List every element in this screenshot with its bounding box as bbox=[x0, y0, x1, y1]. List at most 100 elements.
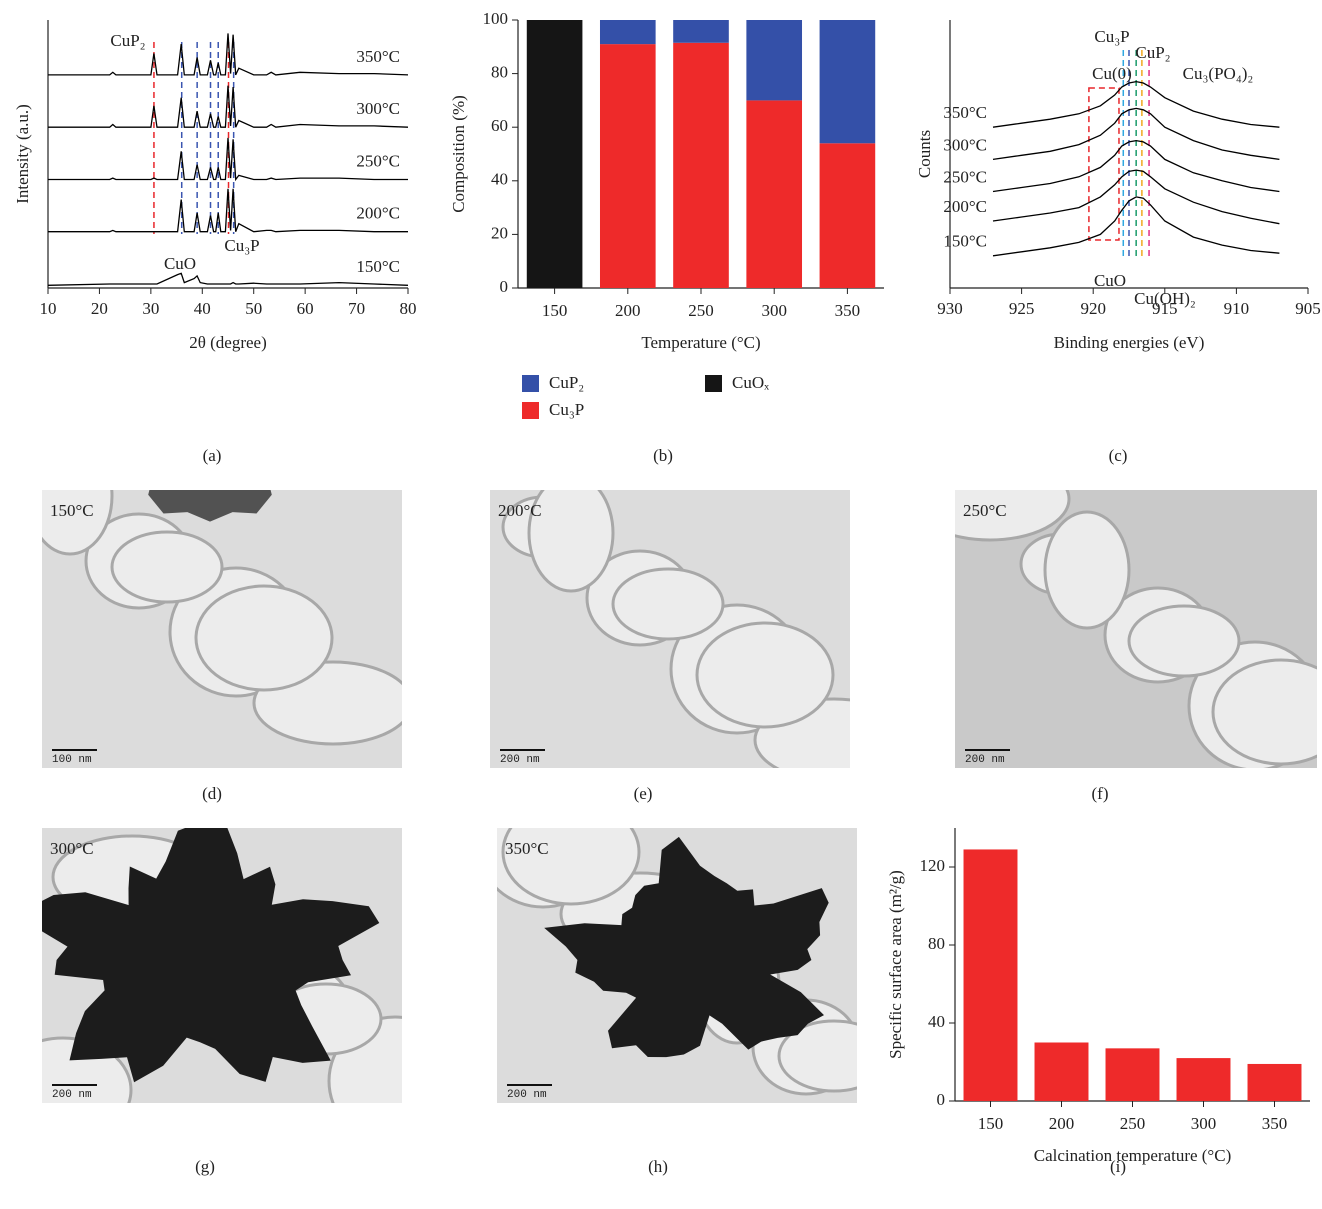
annotation: Cu(0) bbox=[1092, 64, 1132, 83]
annotation: CuO bbox=[164, 254, 196, 273]
film-hole bbox=[529, 475, 613, 591]
panel-label: (e) bbox=[634, 784, 653, 803]
y-tick-label: 80 bbox=[928, 934, 945, 953]
annotation: CuP₂ bbox=[1135, 43, 1170, 62]
panel-label: (b) bbox=[653, 446, 673, 465]
x-tick-label: 300 bbox=[1191, 1114, 1217, 1133]
series-label: 250°C bbox=[356, 151, 400, 170]
legend-label: Cu₃P bbox=[549, 400, 584, 419]
image-label: 300°C bbox=[50, 839, 94, 858]
bar-segment bbox=[527, 20, 583, 288]
series-label: 150°C bbox=[356, 257, 400, 276]
legend-swatch bbox=[705, 375, 722, 392]
x-tick-label: 250 bbox=[688, 301, 714, 320]
x-axis-label: Binding energies (eV) bbox=[1054, 333, 1205, 352]
bar-segment bbox=[820, 143, 876, 288]
image-label: 150°C bbox=[50, 501, 94, 520]
annotation: Cu₃P bbox=[224, 236, 259, 255]
x-tick-label: 10 bbox=[40, 299, 57, 318]
series-label: 200°C bbox=[356, 204, 400, 223]
y-tick-label: 0 bbox=[500, 277, 509, 296]
film-hole bbox=[613, 569, 723, 639]
x-tick-label: 40 bbox=[194, 299, 211, 318]
particle bbox=[6, 238, 413, 521]
panel-label: (d) bbox=[202, 784, 222, 803]
y-axis-label: Intensity (a.u.) bbox=[13, 104, 32, 204]
x-axis-label: 2θ (degree) bbox=[189, 333, 267, 352]
series-label: 300°C bbox=[943, 135, 987, 154]
film-hole bbox=[196, 586, 332, 690]
x-tick-label: 920 bbox=[1080, 299, 1106, 318]
y-tick-label: 0 bbox=[937, 1090, 946, 1109]
bar-segment bbox=[600, 44, 656, 288]
x-tick-label: 930 bbox=[937, 299, 963, 318]
panel-label: (h) bbox=[648, 1157, 668, 1176]
y-tick-label: 40 bbox=[491, 170, 508, 189]
series-label: 200°C bbox=[943, 197, 987, 216]
panel-label: (i) bbox=[1110, 1157, 1126, 1176]
bar-segment bbox=[746, 100, 802, 288]
scale-label: 200 nm bbox=[507, 1089, 547, 1101]
annotation: Cu(OH)₂ bbox=[1134, 289, 1196, 308]
y-tick-label: 40 bbox=[928, 1012, 945, 1031]
x-tick-label: 60 bbox=[297, 299, 314, 318]
series-label: 150°C bbox=[943, 232, 987, 251]
x-tick-label: 50 bbox=[245, 299, 262, 318]
x-tick-label: 20 bbox=[91, 299, 108, 318]
panel-label: (a) bbox=[203, 446, 222, 465]
legend-swatch bbox=[522, 375, 539, 392]
bar-segment bbox=[673, 43, 729, 288]
x-tick-label: 150 bbox=[978, 1114, 1004, 1133]
scale-label: 100 nm bbox=[52, 754, 92, 766]
scale-label: 200 nm bbox=[500, 754, 540, 766]
x-tick-label: 30 bbox=[142, 299, 159, 318]
scale-label: 200 nm bbox=[52, 1089, 92, 1101]
series-label: 350°C bbox=[356, 47, 400, 66]
y-tick-label: 20 bbox=[491, 223, 508, 242]
x-tick-label: 300 bbox=[761, 301, 787, 320]
panel-label: (g) bbox=[195, 1157, 215, 1176]
bar-segment bbox=[600, 20, 656, 44]
annotation: Cu₃(PO₄)₂ bbox=[1183, 64, 1254, 83]
x-tick-label: 350 bbox=[1262, 1114, 1288, 1133]
series-line bbox=[48, 273, 408, 285]
film-hole bbox=[112, 532, 222, 602]
tem-image: 200°C 200 nm bbox=[490, 293, 913, 782]
tem-image: 300°C 200 nm bbox=[0, 820, 461, 1146]
y-axis-label: Specific surface area (m²/g) bbox=[886, 870, 905, 1059]
y-tick-label: 80 bbox=[491, 63, 508, 82]
image-label: 350°C bbox=[505, 839, 549, 858]
tem-image: 350°C 200 nm bbox=[477, 779, 889, 1103]
bar bbox=[1177, 1058, 1231, 1101]
x-axis-label: Calcination temperature (°C) bbox=[1034, 1146, 1232, 1165]
y-axis-label: Composition (%) bbox=[449, 95, 468, 213]
tem-image: 250°C 200 nm bbox=[911, 235, 1322, 770]
scale-label: 200 nm bbox=[965, 754, 1005, 766]
x-tick-label: 200 bbox=[615, 301, 641, 320]
film-hole bbox=[1129, 606, 1239, 676]
x-tick-label: 250 bbox=[1120, 1114, 1146, 1133]
x-tick-label: 925 bbox=[1009, 299, 1035, 318]
figure: 150°C 100 nm 200°C 200 nm 250°C 200 nm 300°C 20… bbox=[0, 0, 1322, 1209]
x-tick-label: 350 bbox=[835, 301, 861, 320]
bar-segment bbox=[673, 20, 729, 43]
image-label: 200°C bbox=[498, 501, 542, 520]
bar bbox=[1106, 1048, 1160, 1101]
y-tick-label: 60 bbox=[491, 116, 508, 135]
x-tick-label: 200 bbox=[1049, 1114, 1075, 1133]
x-tick-label: 70 bbox=[348, 299, 365, 318]
x-tick-label: 150 bbox=[542, 301, 568, 320]
annotation: CuO bbox=[1094, 271, 1126, 290]
x-axis-label: Temperature (°C) bbox=[641, 333, 760, 352]
x-tick-label: 80 bbox=[400, 299, 417, 318]
y-axis-label: Counts bbox=[915, 130, 934, 178]
series-label: 350°C bbox=[943, 103, 987, 122]
bar-segment bbox=[746, 20, 802, 100]
series-label: 300°C bbox=[356, 99, 400, 118]
bar-segment bbox=[820, 20, 876, 143]
film-hole bbox=[28, 438, 112, 554]
x-tick-label: 905 bbox=[1295, 299, 1321, 318]
image-label: 250°C bbox=[963, 501, 1007, 520]
legend-label: CuP₂ bbox=[549, 373, 584, 392]
bar bbox=[1035, 1043, 1089, 1102]
